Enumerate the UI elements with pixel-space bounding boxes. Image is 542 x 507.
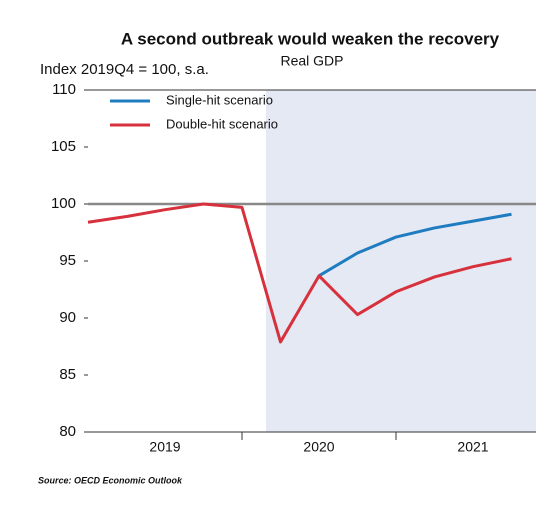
y-tick-label: 95: [59, 252, 76, 269]
y-axis-label: Index 2019Q4 = 100, s.a.: [40, 61, 209, 78]
source: Source: OECD Economic Outlook: [38, 475, 183, 485]
x-group-label: 2021: [457, 439, 488, 455]
legend-label: Double-hit scenario: [166, 116, 278, 131]
y-tick-label: 85: [59, 366, 76, 383]
legend-label: Single-hit scenario: [166, 92, 273, 107]
forecast-shade: [266, 90, 536, 432]
chart-subtitle: Real GDP: [280, 53, 343, 69]
y-tick-label: 105: [51, 138, 76, 155]
y-tick-label: 110: [52, 81, 76, 98]
y-tick-label: 80: [59, 423, 76, 440]
y-tick-label: 90: [59, 309, 76, 326]
series-line: [318, 212, 512, 278]
chart-title: A second outbreak would weaken the recov…: [121, 29, 500, 48]
x-group-label: 2020: [303, 439, 334, 455]
series-line: [87, 202, 512, 344]
y-tick-label: 100: [51, 195, 76, 212]
x-group-label: 2019: [149, 439, 180, 455]
